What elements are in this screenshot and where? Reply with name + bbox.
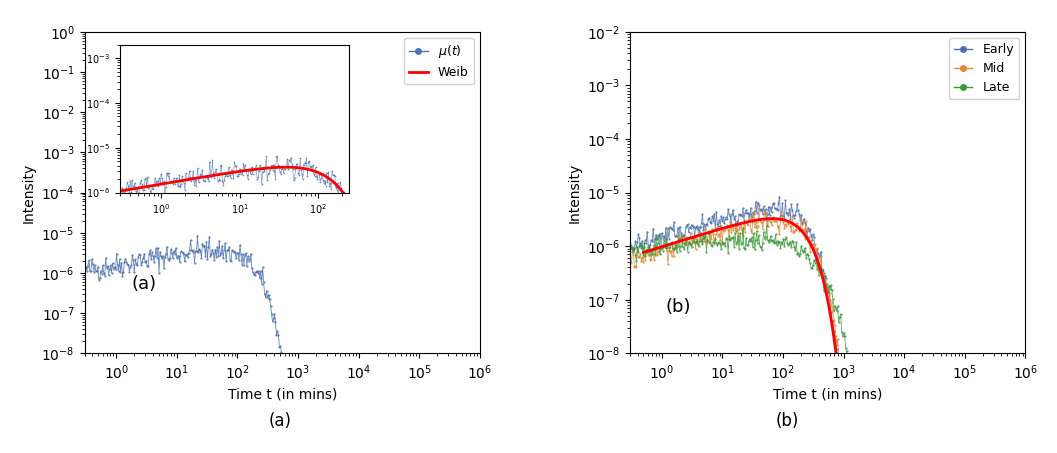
- Text: (a): (a): [268, 412, 292, 430]
- Legend: $\mu(t)$, Weib: $\mu(t)$, Weib: [404, 38, 474, 84]
- Text: (b): (b): [666, 298, 691, 316]
- X-axis label: Time t (in mins): Time t (in mins): [773, 387, 883, 401]
- Y-axis label: Intensity: Intensity: [568, 162, 581, 223]
- Legend: Early, Mid, Late: Early, Mid, Late: [949, 38, 1019, 100]
- Text: (b): (b): [776, 412, 799, 430]
- Text: (a): (a): [132, 275, 157, 293]
- Y-axis label: Intensity: Intensity: [22, 162, 36, 223]
- X-axis label: Time t (in mins): Time t (in mins): [227, 387, 337, 401]
